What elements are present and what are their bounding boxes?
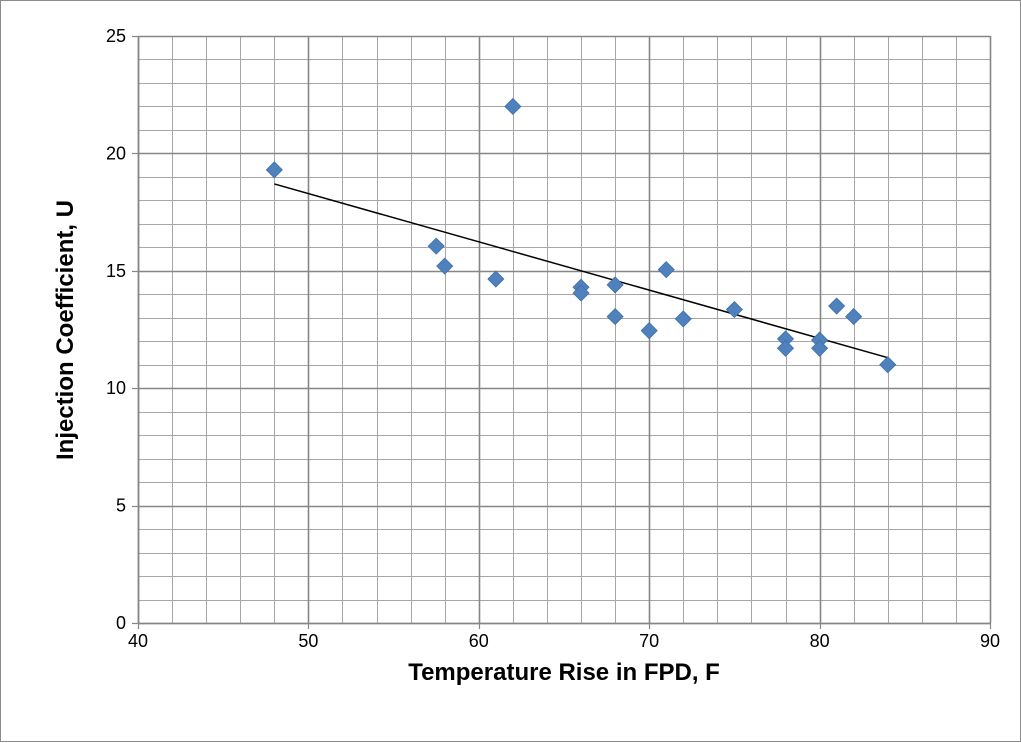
data-point bbox=[674, 310, 692, 328]
y-tick-label: 25 bbox=[106, 26, 126, 46]
data-point bbox=[828, 297, 846, 315]
x-tick-label: 60 bbox=[469, 631, 489, 651]
minor-gridlines bbox=[138, 36, 991, 624]
y-tick-label: 0 bbox=[116, 613, 126, 633]
data-point bbox=[879, 356, 897, 374]
data-point bbox=[265, 161, 283, 179]
y-tick-label: 10 bbox=[106, 378, 126, 398]
data-point bbox=[640, 322, 658, 340]
y-tick-label: 15 bbox=[106, 261, 126, 281]
data-point bbox=[504, 97, 522, 116]
y-tick-label: 20 bbox=[106, 143, 126, 163]
axes bbox=[132, 35, 992, 629]
data-point bbox=[427, 237, 445, 255]
x-tick-label: 70 bbox=[639, 631, 659, 651]
data-points bbox=[265, 97, 897, 374]
data-point bbox=[657, 261, 675, 279]
x-tick-label: 90 bbox=[980, 631, 1000, 651]
data-point bbox=[606, 308, 624, 326]
data-point bbox=[776, 339, 795, 357]
y-tick-label: 5 bbox=[116, 496, 126, 516]
x-tick-label: 50 bbox=[298, 631, 318, 651]
data-point bbox=[845, 308, 863, 326]
data-point bbox=[487, 270, 505, 288]
x-tick-label: 40 bbox=[128, 631, 148, 651]
data-point bbox=[606, 276, 624, 294]
y-axis-tick-labels: 0 5 10 15 20 25 bbox=[106, 26, 126, 633]
data-point bbox=[811, 339, 829, 357]
data-point bbox=[725, 300, 743, 319]
data-point bbox=[572, 284, 590, 302]
major-gridlines bbox=[137, 35, 992, 625]
x-axis-title: Temperature Rise in FPD, F bbox=[408, 659, 720, 686]
trendline bbox=[274, 183, 888, 359]
y-axis-title: Injection Coefficient, U bbox=[52, 200, 79, 460]
data-point bbox=[436, 257, 454, 275]
x-axis-tick-labels: 40 50 60 70 80 90 bbox=[128, 631, 1000, 651]
x-tick-label: 80 bbox=[810, 631, 830, 651]
trendline-group bbox=[274, 183, 888, 359]
